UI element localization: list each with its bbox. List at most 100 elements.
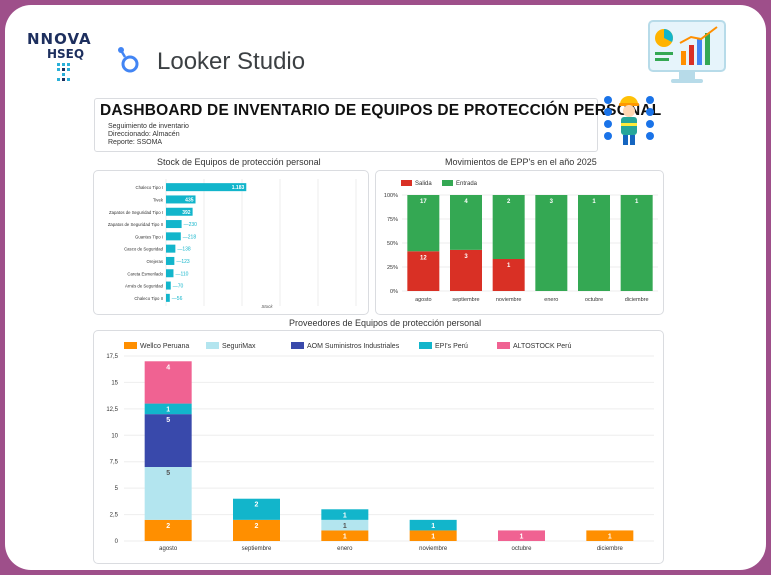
suppliers-x-tick: octubre <box>511 546 532 552</box>
movements-bar-salida <box>407 251 440 291</box>
stock-category-label: Chaleco Tipo I <box>136 185 163 190</box>
legend-supplier-label: AOM Suministros Industriales <box>307 343 400 350</box>
movements-bar-entrada <box>450 195 482 250</box>
legend-salida-label: Salida <box>415 181 432 187</box>
suppliers-bar-segment <box>144 361 192 404</box>
suppliers-value-label: 1 <box>431 523 435 530</box>
stock-bar <box>166 281 171 290</box>
legend-supplier-swatch <box>291 342 304 349</box>
suppliers-value-label: 2 <box>255 523 259 530</box>
subtitle-line-1: Seguimiento de inventario <box>108 123 189 130</box>
suppliers-bar-segment <box>409 530 457 541</box>
movements-bar-entrada <box>407 195 440 252</box>
movements-bar-salida <box>492 259 525 291</box>
suppliers-value-label: 4 <box>166 364 170 371</box>
movements-bar-entrada <box>578 195 610 291</box>
movements-y-tick: 25% <box>387 265 398 271</box>
suppliers-y-tick: 0 <box>115 539 119 545</box>
suppliers-value-label: 1 <box>431 533 435 540</box>
suppliers-value-label: 1 <box>166 407 170 414</box>
suppliers-bar-segment <box>498 530 545 541</box>
movements-value-label: 1 <box>507 263 511 269</box>
suppliers-y-tick: 7,5 <box>110 460 119 466</box>
nnova-hseq-logo: NNOVA HSEQ <box>27 30 107 85</box>
legend-supplier-label: ALTOSTOCK Perú <box>513 343 571 350</box>
legend-supplier-label: SeguriMax <box>222 343 256 350</box>
suppliers-bar-segment <box>321 519 369 531</box>
glove-icon <box>604 120 612 128</box>
logo-subtitle: HSEQ <box>47 47 85 61</box>
movements-value-label: 17 <box>420 199 427 205</box>
stock-value-label: 435 <box>185 197 194 203</box>
app-name: Looker Studio <box>157 48 306 75</box>
stock-category-label: Zapatos de Seguridad Tipo I <box>109 210 163 215</box>
movements-bar-entrada <box>620 195 653 291</box>
title-box <box>94 98 598 152</box>
movements-bar-entrada <box>492 195 525 259</box>
stock-bar <box>166 269 174 278</box>
suppliers-y-tick: 15 <box>111 380 118 386</box>
movements-y-tick: 100% <box>384 193 398 199</box>
stock-value-label: —123 <box>176 259 190 265</box>
suppliers-bar-segment <box>233 519 280 541</box>
suppliers-bar-segment <box>144 467 192 520</box>
helmet-icon <box>604 96 612 104</box>
legend-entrada-label: Entrada <box>456 181 478 187</box>
circuit-icon <box>57 63 70 81</box>
legend-supplier-swatch <box>419 342 432 349</box>
legend-supplier-label: EPI's Perú <box>435 343 468 350</box>
movements-chart-panel: Salida Entrada 0% 25% 50% 75% 100% 12 17 agosto 3 4… <box>375 170 664 315</box>
logo-title: NNOVA <box>27 30 92 48</box>
stock-bar <box>166 195 196 204</box>
dashboard-frame: NNOVA HSEQ Looker Studio DASHBOARD DE <box>5 5 766 570</box>
suppliers-y-tick: 17,5 <box>106 354 118 360</box>
legend-salida-swatch <box>401 180 412 186</box>
stock-value-label: —230 <box>184 222 198 228</box>
movements-y-tick: 50% <box>387 241 398 247</box>
suppliers-bar-segment <box>233 498 280 520</box>
movements-value-label: 1 <box>635 199 639 205</box>
suppliers-y-tick: 5 <box>115 486 119 492</box>
stock-category-label: Guantes Tipo I <box>135 234 163 239</box>
subtitle-line-3: Reporte: SSOMA <box>108 139 163 146</box>
stock-value-label: —138 <box>177 247 191 253</box>
stock-bar <box>166 207 193 216</box>
movements-value-label: 3 <box>550 199 554 205</box>
suppliers-chart-panel: Wellco Peruana SeguriMax AOM Suministros I… <box>93 330 664 564</box>
suppliers-x-tick: diciembre <box>597 546 624 552</box>
stock-category-label: Orejeras <box>147 259 163 264</box>
suppliers-x-tick: agosto <box>159 546 178 552</box>
movements-x-tick: octubre <box>585 297 603 303</box>
looker-studio-icon <box>118 47 139 73</box>
stock-chart-panel: Chaleco Tipo I 1.183 Tivek 435 Zapatos de Se… <box>93 170 369 315</box>
legend-supplier-label: Wellco Peruana <box>140 343 189 350</box>
stock-value-label: —56 <box>172 296 183 302</box>
movements-value-label: 1 <box>592 199 596 205</box>
suppliers-value-label: 1 <box>520 533 524 540</box>
stock-axis-label: Stock <box>261 304 273 309</box>
suppliers-bar-segment <box>144 519 192 541</box>
legend-supplier-swatch <box>124 342 137 349</box>
stock-category-label: Careta Esmerilado <box>127 271 163 276</box>
movements-y-tick: 75% <box>387 217 398 223</box>
stock-bar <box>166 183 247 192</box>
page-title: DASHBOARD DE INVENTARIO DE EQUIPOS DE PR… <box>100 102 662 119</box>
vest-icon <box>646 120 654 128</box>
suppliers-value-label: 1 <box>343 523 347 530</box>
suppliers-bar-segment <box>586 530 634 541</box>
suppliers-bar-segment <box>409 519 457 531</box>
movements-x-tick: diciembre <box>625 297 649 303</box>
suppliers-value-label: 2 <box>255 502 259 509</box>
suppliers-x-tick: septiembre <box>242 546 272 552</box>
stock-bar <box>166 232 181 241</box>
stock-bar <box>166 244 176 253</box>
suppliers-chart: Wellco Peruana SeguriMax AOM Suministros I… <box>106 342 654 552</box>
legend-supplier-swatch <box>497 342 510 349</box>
mask-icon <box>646 96 654 104</box>
suppliers-y-tick: 10 <box>111 433 118 439</box>
movements-x-tick: enero <box>544 297 558 303</box>
suppliers-bar-segment <box>144 403 192 415</box>
suppliers-y-tick: 2,5 <box>110 513 119 519</box>
analytics-monitor-icon <box>648 20 726 83</box>
suppliers-value-label: 1 <box>343 512 347 519</box>
